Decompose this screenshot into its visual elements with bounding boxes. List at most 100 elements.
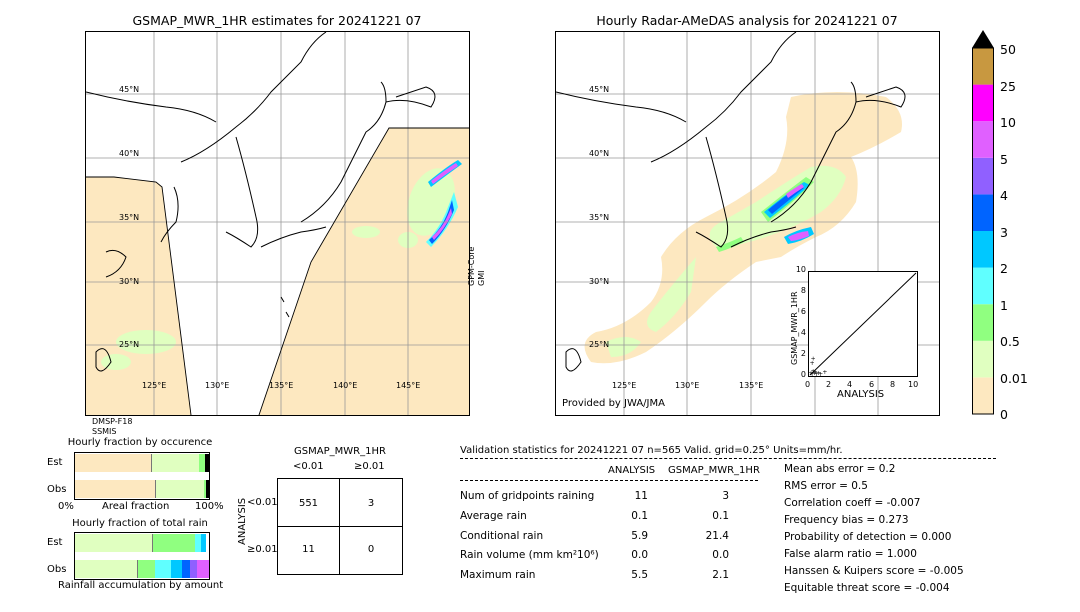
obs-label: Obs: [47, 564, 67, 575]
cell-false-alarm: 3: [367, 498, 375, 509]
lat-label: 40°N: [589, 149, 610, 158]
scatter-point: +: [816, 370, 821, 376]
stat-gsmap: 2.1: [712, 569, 729, 581]
lon-label: 140°E: [333, 381, 358, 390]
lat-label: 25°N: [589, 340, 610, 349]
colorbar-label: 3: [1000, 225, 1008, 240]
stat-name: Conditional rain: [460, 530, 544, 542]
scatter-point: +: [812, 370, 817, 376]
scatter-xtick: 8: [890, 380, 896, 389]
scatter-point: +: [809, 370, 814, 376]
colorbar-label: 0.01: [1000, 371, 1028, 386]
scatter-xtick: 4: [847, 380, 853, 389]
lon-label: 125°E: [142, 381, 167, 390]
swath-label-satellite: DMSP-F18: [92, 417, 133, 426]
stat-name: Num of gridpoints raining: [460, 490, 595, 502]
lon-label: 130°E: [675, 381, 700, 390]
scatter-point: +: [822, 369, 827, 376]
est-bar-dry: [75, 454, 152, 472]
colorbar-extend-arrow: [972, 30, 994, 48]
scatter-point: +: [810, 371, 815, 376]
score: Correlation coeff = -0.007: [784, 497, 921, 509]
obs-bar-c3: [182, 560, 190, 578]
scatter-ytick: 10: [795, 265, 806, 274]
rainfall-footer: Rainfall accumulation by amount: [58, 580, 224, 591]
lat-label: 45°N: [119, 85, 140, 94]
est-label: Est: [47, 457, 63, 468]
scatter-yticks: 0 2 4 6 8 10: [796, 265, 806, 379]
lat-label: 35°N: [119, 213, 140, 222]
obs-bar-dry: [75, 480, 156, 498]
est-label: Est: [47, 537, 63, 548]
scatter-point: +: [813, 369, 818, 376]
colorbar-outline: [972, 47, 994, 415]
scatter-ytick: 4: [800, 328, 806, 337]
est-bar-moderate: [153, 534, 195, 552]
scatter-xticks: 0 2 4 6 8 10: [805, 380, 918, 392]
score: Equitable threat score = -0.004: [784, 582, 950, 594]
scatter-plot: +++++++++++: [809, 272, 917, 378]
est-bar-heavy: [195, 534, 201, 552]
colorbar-label: 1: [1000, 298, 1008, 313]
stat-analysis: 5.5: [631, 569, 648, 581]
col-gsmap: GSMAP_MWR_1HR: [668, 465, 760, 476]
stat-gsmap: 3: [722, 490, 729, 502]
col-analysis: ANALYSIS: [608, 465, 656, 476]
scatter-ytick: 2: [800, 349, 806, 358]
row-header-lt: <0.01: [247, 497, 278, 508]
colorbar-segment: [972, 48, 994, 85]
score: RMS error = 0.5: [784, 480, 868, 492]
right-map-title: Hourly Radar-AMeDAS analysis for 2024122…: [596, 13, 898, 28]
obs-bar-edge: [206, 480, 209, 498]
scatter-inset: + + + + + + + + + + +: [808, 271, 918, 378]
row-header-ge: ≥0.01: [247, 544, 278, 555]
scatter-ytick: 6: [800, 307, 806, 316]
lat-label: 30°N: [119, 277, 140, 286]
colorbar-segment: [972, 84, 994, 122]
provided-by-label: Provided by JWA/JMA: [562, 398, 665, 409]
scatter-xlabel: ANALYSIS: [837, 389, 885, 400]
obs-bar-c4: [190, 560, 197, 578]
stat-analysis: 0.0: [631, 549, 648, 561]
side-label-gmi: GMI: [477, 270, 486, 286]
axis-mid: Areal fraction: [102, 501, 170, 512]
score: Mean abs error = 0.2: [784, 463, 896, 475]
validation-divider: [460, 458, 996, 459]
scatter-xtick: 2: [826, 380, 832, 389]
axis-left: 0%: [58, 501, 74, 512]
left-map-title: GSMAP_MWR_1HR estimates for 20241221 07: [132, 13, 422, 28]
est-bar-moderate: [199, 454, 205, 472]
colorbar-segment: [972, 121, 994, 158]
colorbar: [972, 30, 994, 415]
cell-miss: 11: [302, 544, 315, 555]
scatter-point: +: [810, 360, 815, 367]
cell-hit-miss: 551: [298, 498, 319, 509]
total-rain-title: Hourly fraction of total rain: [72, 518, 208, 529]
right-map: 45°N 40°N 35°N 30°N 25°N 125°E 130°E 135…: [555, 31, 940, 416]
col-header-lt: <0.01: [293, 461, 324, 472]
obs-bar-c2: [171, 560, 182, 578]
stat-analysis: 5.9: [631, 530, 648, 542]
validation-header: Validation statistics for 20241221 07 n=…: [460, 445, 843, 456]
table-divider: [460, 480, 758, 481]
est-bar-edge: [205, 454, 209, 472]
score: Probability of detection = 0.000: [784, 531, 952, 543]
lon-label: 125°E: [612, 381, 637, 390]
lon-label: 135°E: [739, 381, 764, 390]
score: Hanssen & Kuipers score = -0.005: [784, 565, 964, 577]
scatter-ytick: 0: [800, 370, 806, 379]
contingency-table: 551 3 11 0: [277, 478, 403, 575]
obs-bar-moderate: [204, 480, 206, 498]
colorbar-label: 25: [1000, 79, 1016, 94]
occurrence-title: Hourly fraction by occurence: [67, 437, 213, 448]
scatter-point: +: [811, 368, 816, 375]
stat-analysis: 11: [634, 490, 648, 502]
colorbar-labels: 0 0.01 0.5 1 2 3 4 5 10 25 50: [1000, 30, 1040, 422]
lat-label: 35°N: [589, 213, 610, 222]
stat-gsmap: 21.4: [705, 530, 729, 542]
side-label-gpm: GPM-Core: [467, 246, 476, 286]
score: False alarm ratio = 1.000: [784, 548, 917, 560]
colorbar-segment: [972, 377, 994, 414]
stat-gsmap: 0.0: [712, 549, 729, 561]
colorbar-segment: [972, 304, 994, 341]
